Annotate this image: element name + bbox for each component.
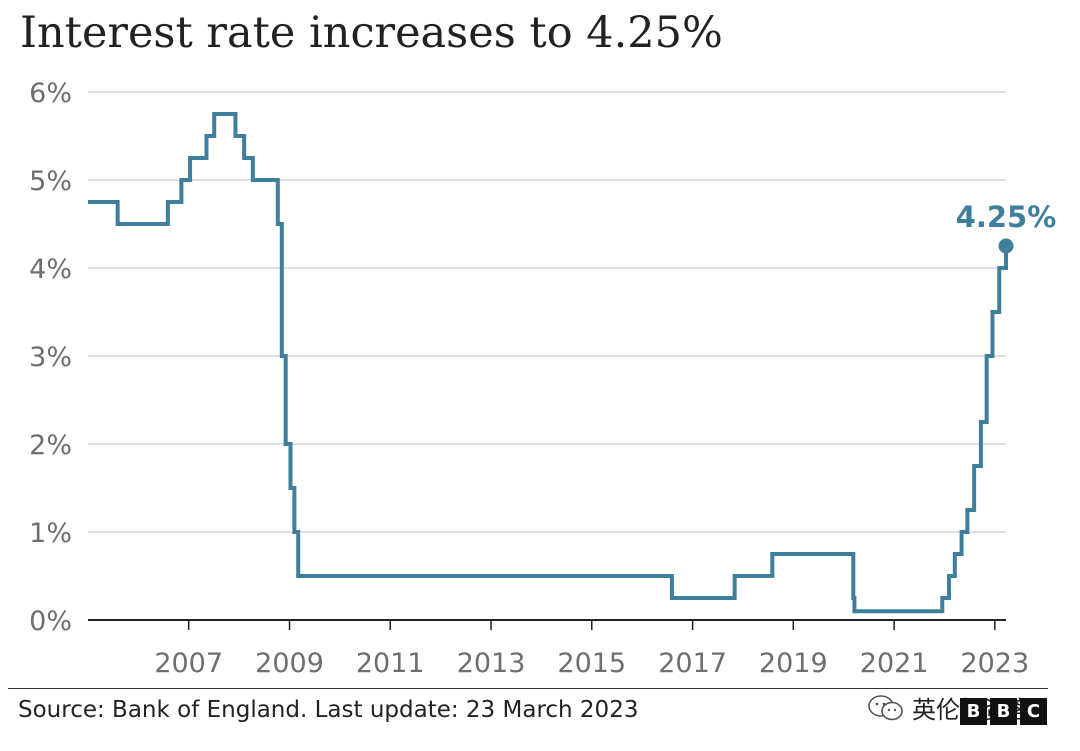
y-axis-ticks: 0% 1% 2% 3% 4% 5% 6% [29,78,72,637]
footer-divider [8,688,1048,689]
chart-title: Interest rate increases to 4.25% [20,8,723,58]
bbc-logo-letter: B [990,698,1017,725]
y-tick-label: 0% [29,606,72,637]
x-tick-label: 2009 [255,648,324,679]
x-tick-label: 2021 [860,648,929,679]
y-tick-label: 4% [29,254,72,285]
latest-rate-label: 4.25% [956,200,1057,234]
y-tick-label: 2% [29,430,72,461]
wechat-icon [868,694,903,720]
y-tick-label: 3% [29,342,72,373]
x-tick-label: 2017 [658,648,727,679]
x-tick-label: 2015 [557,648,626,679]
y-tick-label: 1% [29,518,72,549]
x-tick-label: 2011 [356,648,425,679]
chart-canvas: 0%1%2%3%4%5%6% 2007 2009 2011 2013 2015 2017 2… [29,78,1057,679]
bbc-logo-letter: C [1020,698,1047,725]
x-axis-ticks: 2007 2009 2011 2013 2015 2017 2019 2021 2023 [154,620,1029,679]
x-tick-label: 2007 [154,648,223,679]
latest-rate-point [998,238,1014,254]
source-note: Source: Bank of England. Last update: 23… [18,697,639,723]
x-tick-label: 2013 [457,648,526,679]
y-tick-label: 6% [29,78,72,109]
interest-rate-series-line [88,112,1008,614]
bbc-logo-letter: B [960,698,987,725]
y-tick-label: 5% [29,166,72,197]
x-tick-label: 2019 [759,648,828,679]
x-tick-label: 2023 [960,648,1029,679]
bbc-logo: B B C [960,698,1047,725]
gridlines [88,91,1006,621]
